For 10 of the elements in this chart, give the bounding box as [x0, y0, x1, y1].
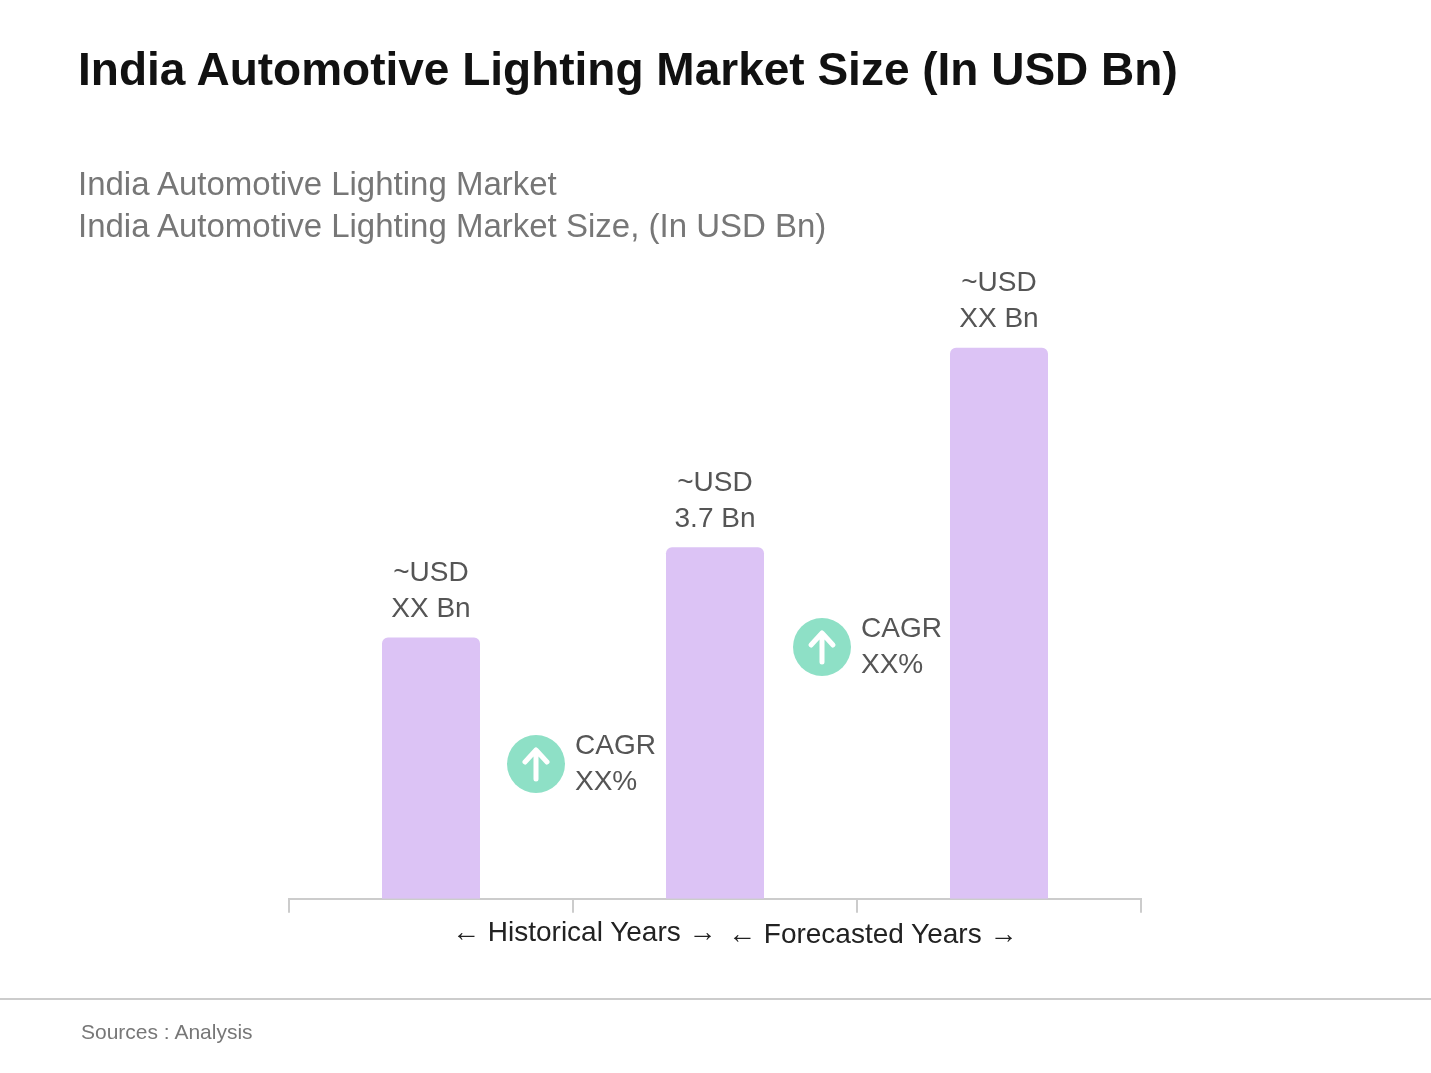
- text: ← Historical Years →: [452, 915, 717, 949]
- annotation: CAGR XX%: [861, 611, 942, 681]
- data-label: ~USD XX Bn: [959, 266, 1039, 334]
- chart-subtitle: India Automotive Lighting Market India Automotive Lighting Market Size, (In USD Bn): [78, 164, 827, 246]
- annotation: CAGR XX%: [575, 728, 656, 798]
- source-note: Sources : Analysis: [81, 1019, 253, 1045]
- chart-title: India Automotive Lighting Market Size (In USD Bn): [78, 42, 1178, 96]
- data-label: ~USD XX Bn: [391, 556, 471, 624]
- text: ← Forecasted Years →: [728, 917, 1018, 951]
- data-label: ~USD 3.7 Bn: [674, 465, 756, 533]
